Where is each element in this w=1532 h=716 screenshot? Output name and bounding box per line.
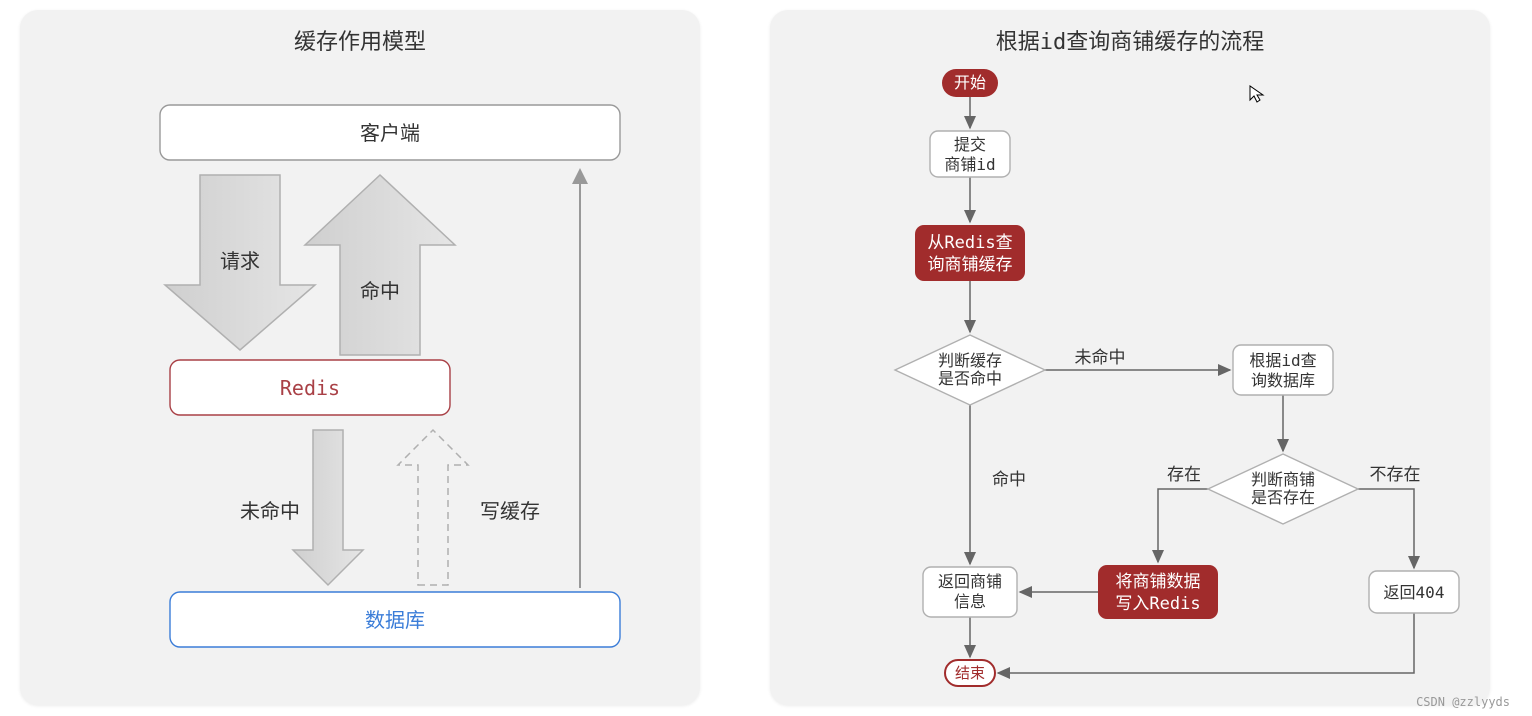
svg-text:返回商铺: 返回商铺 [938,572,1002,591]
svg-text:根据id查: 根据id查 [1249,351,1316,370]
watermark: CSDN @zzlyyds [1416,695,1510,709]
hit-arrow: 命中 [305,175,455,355]
svg-text:将商铺数据: 将商铺数据 [1116,572,1201,592]
edge-hit-label: 命中 [992,470,1026,490]
cache-model-panel: 缓存作用模型 客户端 Redis 数据库 请求 命中 未命中 [20,10,700,705]
svg-text:写缓存: 写缓存 [480,499,540,523]
edge-notexists-label: 不存在 [1370,465,1421,485]
database-label: 数据库 [365,608,425,632]
edge-miss-label: 未命中 [1075,348,1126,368]
right-flowchart: 未命中 命中 存在 不存在 开始 提交 商铺id 从Redis查 询商铺缓存 判… [770,10,1490,705]
client-label: 客户端 [360,121,420,145]
svg-text:结束: 结束 [955,664,985,682]
redis-label: Redis [280,376,340,400]
left-diagram: 客户端 Redis 数据库 请求 命中 未命中 写缓存 [20,10,700,705]
svg-text:是否命中: 是否命中 [938,369,1002,388]
edge-exists-label: 存在 [1167,465,1201,485]
edge-notexists [1358,489,1414,568]
edge-exists [1158,489,1208,562]
svg-text:商铺id: 商铺id [944,155,995,174]
svg-text:从Redis查: 从Redis查 [927,233,1012,253]
svg-text:命中: 命中 [360,279,400,303]
write-cache-arrow: 写缓存 [398,430,540,585]
svg-text:询数据库: 询数据库 [1251,371,1315,390]
request-arrow: 请求 [165,175,315,350]
svg-text:写入Redis: 写入Redis [1115,594,1200,614]
svg-text:请求: 请求 [220,249,260,273]
svg-text:返回404: 返回404 [1384,583,1445,602]
svg-text:未命中: 未命中 [240,499,300,523]
svg-text:信息: 信息 [954,592,986,611]
return-arrow [572,168,588,588]
svg-text:开始: 开始 [954,73,986,92]
svg-text:判断商铺: 判断商铺 [1251,470,1315,489]
miss-arrow: 未命中 [240,430,363,585]
cursor-icon [1249,85,1267,103]
svg-text:判断缓存: 判断缓存 [938,351,1002,370]
edge-404-end [998,613,1414,673]
svg-text:提交: 提交 [954,135,986,154]
svg-text:询商铺缓存: 询商铺缓存 [928,255,1013,275]
svg-text:是否存在: 是否存在 [1251,488,1315,507]
flowchart-panel: 根据id查询商铺缓存的流程 未命中 命中 存在 不存在 开始 提交 商铺id 从 [770,10,1490,705]
